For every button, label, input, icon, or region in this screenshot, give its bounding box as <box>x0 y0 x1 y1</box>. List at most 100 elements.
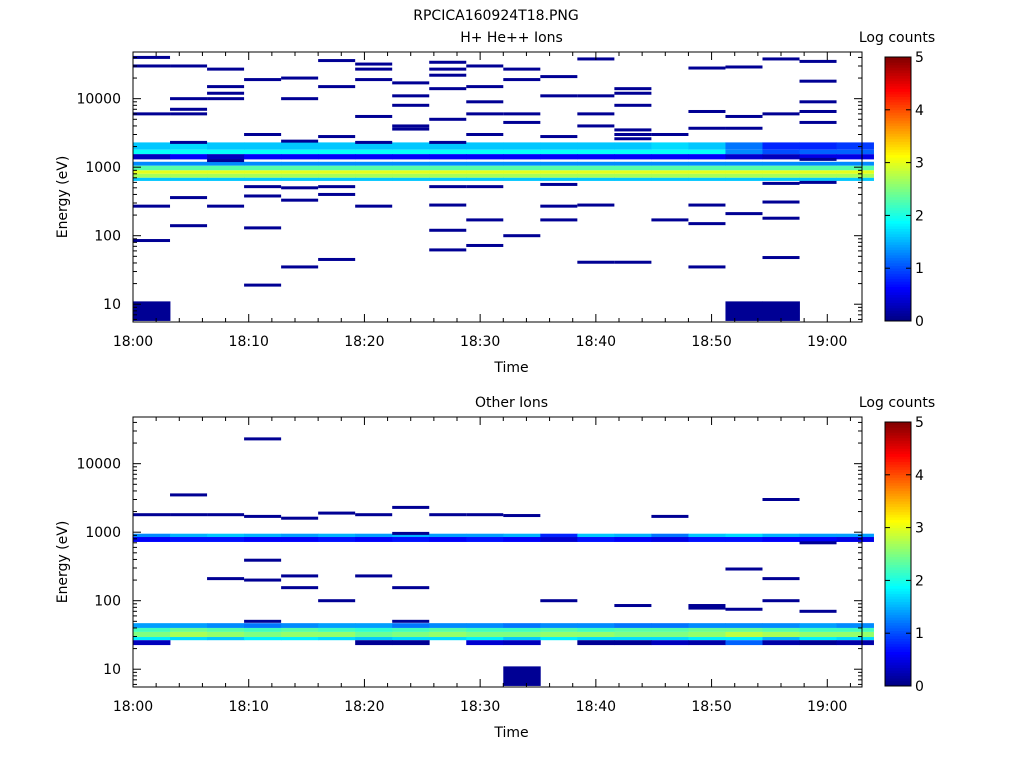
spectrogram-cell <box>725 301 763 321</box>
spectrogram-cell <box>577 537 615 542</box>
spectrogram-cell <box>651 165 689 171</box>
spectrogram-cell <box>577 631 615 638</box>
colorbar-segment <box>885 583 911 587</box>
spectrogram-cell <box>466 149 504 155</box>
spectrogram-cell <box>355 161 393 166</box>
spectrogram-cell <box>614 533 652 538</box>
colorbar-segment <box>885 244 911 248</box>
spectrogram-cell <box>355 149 393 155</box>
colorbar-segment <box>885 191 911 195</box>
colorbar-segment <box>885 291 911 295</box>
spectrogram-cell <box>429 142 467 150</box>
figure-title: RPCICA160924T18.PNG <box>413 8 578 24</box>
spectrogram-cell <box>466 177 504 181</box>
panel-title: H+ He++ Ions <box>460 30 563 46</box>
colorbar-segment <box>885 302 911 306</box>
spectrogram-cell <box>614 154 652 160</box>
colorbar-segment <box>885 262 911 266</box>
spectrogram-cell <box>651 142 689 150</box>
spectrogram-cell <box>614 537 652 542</box>
count-mark <box>392 531 430 535</box>
x-tick-label: 18:20 <box>344 334 384 350</box>
spectrogram-cell <box>836 165 874 171</box>
count-mark <box>503 112 541 116</box>
count-mark <box>207 85 245 89</box>
colorbar-segment <box>885 239 911 243</box>
spectrogram-cell <box>318 627 356 632</box>
spectrogram-cell <box>170 154 208 160</box>
spectrogram-cell <box>651 640 689 646</box>
colorbar-tick-label: 0 <box>915 679 924 695</box>
count-mark <box>762 599 800 603</box>
spectrogram-cell <box>651 149 689 155</box>
colorbar-segment <box>885 284 911 288</box>
colorbar-tick-label: 5 <box>915 50 924 66</box>
colorbar-tick-label: 5 <box>915 415 924 431</box>
spectrogram-cell <box>651 533 689 538</box>
colorbar-segment <box>885 464 911 468</box>
colorbar-segment <box>885 278 911 282</box>
colorbar-segment <box>885 57 911 61</box>
colorbar-segment <box>885 488 911 492</box>
spectrogram-bands <box>133 533 874 686</box>
spectrogram-cell <box>762 631 800 638</box>
spectrogram-cell <box>207 537 245 542</box>
colorbar-segment <box>885 64 911 68</box>
spectrogram-cell <box>170 170 208 174</box>
colorbar-segment <box>885 88 911 92</box>
spectrogram-cell <box>281 623 319 628</box>
colorbar-segment <box>885 614 911 618</box>
spectrogram-cell <box>281 142 319 150</box>
count-mark <box>207 67 245 71</box>
spectrogram-cell <box>688 170 726 174</box>
colorbar-segment <box>885 522 911 526</box>
spectrogram-cell <box>244 533 282 538</box>
spectrogram-cell <box>688 533 726 538</box>
spectrogram-cell <box>466 154 504 160</box>
colorbar-tick-label: 2 <box>915 573 924 589</box>
spectrogram-cell <box>133 154 171 160</box>
colorbar-segment <box>885 627 911 631</box>
count-mark <box>355 204 393 208</box>
colorbar-tick-label: 0 <box>915 314 924 330</box>
count-mark <box>762 577 800 581</box>
spectrogram-cell <box>355 627 393 632</box>
colorbar-segment <box>885 228 911 232</box>
colorbar-segment <box>885 630 911 634</box>
colorbar-segment <box>885 115 911 119</box>
spectrogram-cell <box>614 627 652 632</box>
spectrogram-cell <box>799 161 837 166</box>
colorbar-segment <box>885 451 911 455</box>
count-mark <box>355 114 393 118</box>
colorbar-segment <box>885 453 911 457</box>
colorbar-segment <box>885 633 911 637</box>
spectrogram-cell <box>836 537 874 542</box>
colorbar-segment <box>885 157 911 161</box>
spectrogram-cell <box>688 631 726 638</box>
spectrogram-cell <box>355 170 393 174</box>
spectrogram-cell <box>392 170 430 174</box>
spectrogram-cell <box>688 537 726 542</box>
colorbar-segment <box>885 466 911 470</box>
spectrogram-cell <box>762 142 800 150</box>
count-mark <box>503 234 541 238</box>
colorbar-segment <box>885 427 911 431</box>
spectrogram-cell <box>836 173 874 178</box>
spectrogram-cell <box>355 165 393 171</box>
count-mark <box>281 516 319 520</box>
count-mark <box>688 606 726 610</box>
spectrogram-cell <box>318 149 356 155</box>
colorbar-segment <box>885 472 911 476</box>
spectrogram-cell <box>614 161 652 166</box>
sparse-count-marks <box>133 437 837 623</box>
colorbar-segment <box>885 289 911 293</box>
count-mark <box>688 109 726 113</box>
colorbar-segment <box>885 80 911 84</box>
colorbar-segment <box>885 255 911 259</box>
spectrogram-cell <box>540 170 578 174</box>
colorbar-segment <box>885 509 911 513</box>
spectrogram-cell <box>836 623 874 628</box>
colorbar-segment <box>885 638 911 642</box>
count-mark <box>429 185 467 189</box>
spectrogram-cell <box>392 631 430 638</box>
